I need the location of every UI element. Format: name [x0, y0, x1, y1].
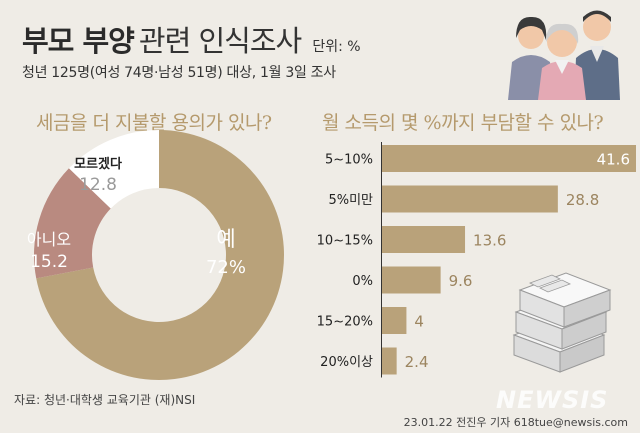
- bar-value-label-5: 2.4: [405, 353, 429, 371]
- donut-value-label-0: 72%: [206, 257, 246, 278]
- bar-1: [382, 185, 558, 213]
- title-light: 관련 인식조사: [138, 24, 302, 58]
- source-note: 자료: 청년·대학생 교육기관 (재)NSI: [14, 393, 196, 407]
- bar-value-label-3: 9.6: [449, 272, 473, 290]
- bar-value-label-1: 28.8: [566, 191, 599, 209]
- bar-2: [382, 226, 466, 253]
- donut-slice-1: [33, 168, 111, 279]
- bar-category-label-3: 0%: [352, 274, 373, 289]
- family-illustration-icon: [508, 10, 620, 100]
- bar-question: 월 소득의 몇 %까지 부담할 수 있나?: [322, 112, 604, 134]
- title-bold: 부모 부양: [22, 24, 135, 58]
- bar-value-label-4: 4: [414, 313, 424, 331]
- bar-category-label-2: 10~15%: [317, 234, 373, 249]
- donut-slice-0: [36, 130, 284, 381]
- bar-category-label-1: 5%미만: [328, 193, 373, 208]
- donut-value-label-1: 15.2: [30, 252, 68, 272]
- bar-3: [382, 266, 441, 294]
- bar-5: [382, 347, 397, 375]
- bar-4: [382, 307, 407, 334]
- bar-category-label-0: 5~10%: [325, 153, 373, 168]
- credit-note: 23.01.22 전진우 기자 618tue@newsis.com: [403, 416, 628, 429]
- bar-category-label-5: 20%이상: [320, 355, 373, 370]
- donut-slice-2: [68, 130, 159, 209]
- donut-value-label-2: 12.8: [79, 175, 117, 195]
- bar-category-label-4: 15~20%: [317, 315, 373, 330]
- money-stack-illustration-icon: [512, 272, 612, 373]
- donut-category-label-1: 아니오: [27, 230, 71, 249]
- unit-label: 단위: %: [312, 39, 361, 55]
- donut-question: 세금을 더 지불할 용의가 있나?: [36, 112, 272, 134]
- newsis-watermark: NEWSIS: [496, 386, 609, 414]
- donut-category-label-0: 예: [216, 227, 235, 251]
- donut-category-label-2: 모르겠다: [74, 156, 122, 172]
- subtitle: 청년 125명(여성 74명·남성 51명) 대상, 1월 3일 조사: [22, 65, 336, 81]
- bar-0: [382, 145, 636, 172]
- chart-title: 부모 부양 관련 인식조사 단위: %: [22, 18, 361, 60]
- bar-value-label-0: 41.6: [597, 151, 630, 169]
- bar-value-label-2: 13.6: [473, 232, 506, 250]
